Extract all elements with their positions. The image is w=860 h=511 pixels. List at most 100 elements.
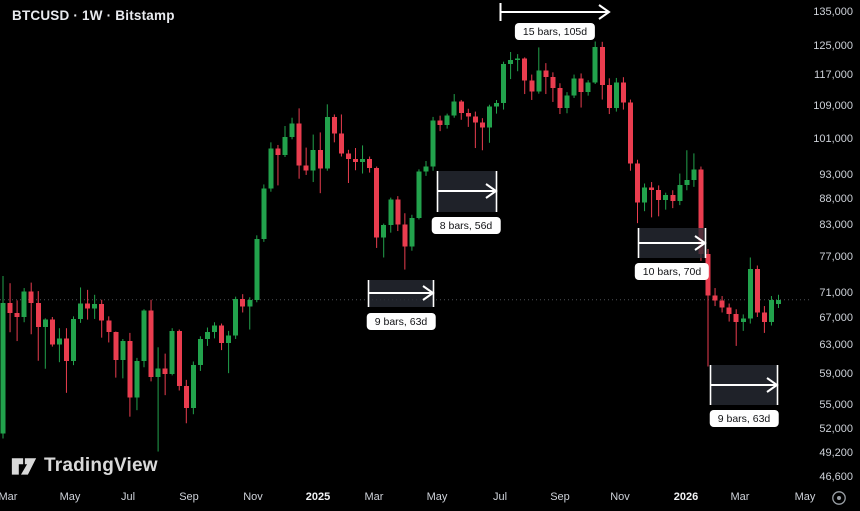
candle bbox=[670, 190, 676, 209]
candle bbox=[423, 161, 429, 176]
candle bbox=[585, 80, 591, 96]
candle bbox=[381, 223, 387, 258]
measure-label[interactable]: 9 bars, 63d bbox=[709, 410, 779, 427]
candle bbox=[212, 322, 217, 339]
candle bbox=[14, 300, 20, 342]
time-axis[interactable]: Mar May Jul Sep Nov 2025 Mar May Jul Sep Nov 2026 Ma… bbox=[0, 488, 860, 509]
candle bbox=[642, 183, 648, 212]
candle bbox=[691, 153, 697, 187]
candle bbox=[197, 336, 203, 371]
candle bbox=[627, 99, 633, 171]
price-axis-label: 77,000 bbox=[819, 251, 853, 264]
candle bbox=[49, 316, 55, 347]
candle bbox=[501, 61, 507, 110]
time-axis-label: Nov bbox=[243, 491, 263, 503]
candle bbox=[204, 327, 210, 346]
candle bbox=[353, 148, 358, 171]
candle bbox=[388, 197, 394, 233]
candle bbox=[21, 288, 27, 323]
candle bbox=[761, 306, 767, 333]
candle bbox=[465, 108, 471, 127]
candle bbox=[78, 287, 84, 323]
tradingview-logo[interactable]: TradingView bbox=[11, 454, 158, 478]
measure-label[interactable]: 15 bars, 105d bbox=[514, 23, 596, 40]
price-axis-label: 125,000 bbox=[813, 39, 853, 52]
chart-canvas[interactable] bbox=[0, 0, 860, 488]
date-range-measure[interactable] bbox=[367, 280, 435, 307]
time-axis-label: May bbox=[794, 491, 816, 503]
price-axis-label: 71,000 bbox=[819, 286, 853, 299]
candle bbox=[261, 184, 267, 242]
price-axis-label: 88,000 bbox=[819, 193, 853, 206]
candle bbox=[719, 296, 725, 313]
candle bbox=[71, 316, 76, 366]
candle bbox=[571, 74, 577, 98]
candle bbox=[684, 150, 690, 191]
timezone-clock-icon[interactable] bbox=[831, 490, 847, 506]
candle bbox=[0, 276, 6, 439]
time-axis-label: Sep bbox=[179, 491, 199, 503]
candle bbox=[106, 316, 112, 343]
candle bbox=[557, 83, 563, 115]
candle bbox=[183, 379, 189, 424]
price-axis-label: 46,600 bbox=[819, 471, 853, 484]
candle bbox=[374, 166, 380, 248]
candle bbox=[578, 73, 584, 108]
price-axis-label: 55,000 bbox=[819, 398, 853, 411]
time-axis-label: May bbox=[59, 491, 81, 503]
candle bbox=[282, 126, 288, 157]
candle bbox=[472, 111, 478, 149]
candle bbox=[536, 47, 542, 94]
candle bbox=[409, 214, 415, 251]
candle bbox=[254, 235, 260, 303]
time-axis-label: Jul bbox=[492, 491, 508, 503]
price-axis[interactable]: 135,000 125,000 117,000 109,000 101,000 93,00… bbox=[808, 0, 860, 488]
candle bbox=[92, 294, 98, 319]
candle bbox=[592, 41, 598, 85]
candle bbox=[444, 113, 450, 129]
candle bbox=[677, 173, 683, 206]
date-range-measure[interactable] bbox=[709, 365, 779, 405]
candle bbox=[324, 104, 330, 171]
candle bbox=[740, 314, 746, 331]
candle bbox=[169, 328, 175, 376]
candle bbox=[176, 329, 182, 391]
candle bbox=[402, 213, 408, 270]
candle bbox=[247, 297, 253, 330]
candle bbox=[430, 116, 436, 171]
candle bbox=[768, 296, 774, 326]
measure-label[interactable]: 8 bars, 56d bbox=[431, 217, 501, 234]
candle bbox=[275, 144, 281, 186]
candle bbox=[120, 339, 126, 379]
candle bbox=[28, 282, 34, 335]
candle bbox=[113, 331, 119, 378]
price-axis-label: 109,000 bbox=[813, 99, 853, 112]
candle bbox=[776, 294, 781, 308]
candle bbox=[134, 357, 140, 411]
candle bbox=[635, 159, 640, 224]
candle bbox=[7, 283, 13, 333]
candle bbox=[726, 303, 732, 322]
price-axis-label: 52,000 bbox=[819, 423, 853, 436]
candle bbox=[367, 156, 373, 173]
date-range-measure[interactable] bbox=[499, 3, 611, 21]
time-axis-label: May bbox=[426, 491, 448, 503]
candle bbox=[42, 318, 48, 369]
candle bbox=[620, 77, 626, 110]
measure-label[interactable]: 10 bars, 70d bbox=[634, 263, 710, 280]
candle bbox=[754, 265, 760, 317]
candle bbox=[233, 296, 239, 340]
candle bbox=[360, 145, 366, 174]
price-axis-label: 83,000 bbox=[819, 218, 853, 231]
date-range-measure[interactable] bbox=[637, 228, 707, 258]
candle bbox=[613, 77, 619, 112]
measure-label[interactable]: 9 bars, 63d bbox=[366, 313, 436, 330]
candle bbox=[162, 353, 168, 396]
time-axis-label: Jul bbox=[120, 491, 136, 503]
date-range-measure[interactable] bbox=[436, 171, 498, 212]
candle bbox=[317, 132, 323, 194]
candle bbox=[296, 108, 302, 179]
candle bbox=[458, 99, 464, 120]
tradingview-logo-text: TradingView bbox=[44, 455, 158, 476]
